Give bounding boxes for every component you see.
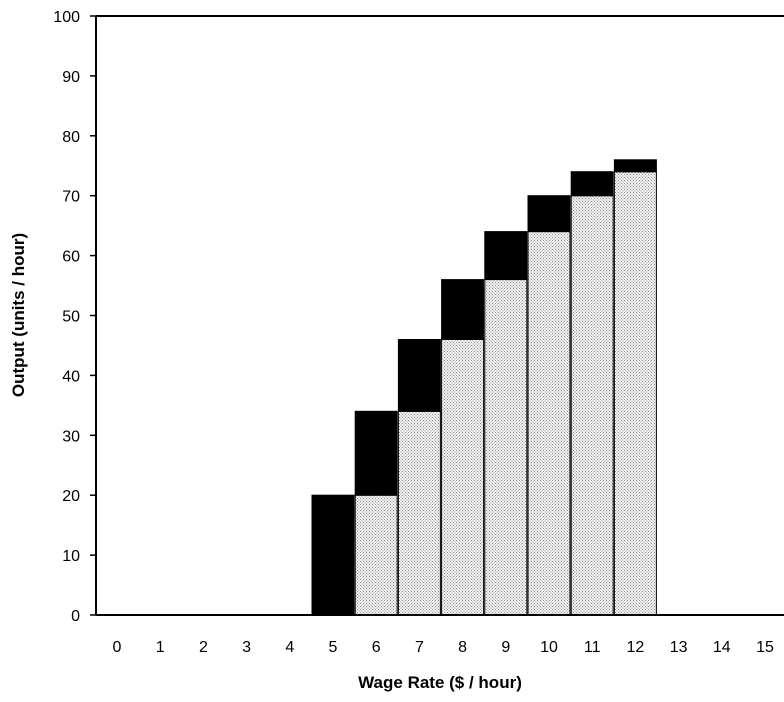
y-tick-label: 0 xyxy=(71,608,80,625)
x-tick-label: 2 xyxy=(199,639,208,656)
x-tick-label: 0 xyxy=(113,639,122,656)
y-tick-label: 10 xyxy=(62,548,80,565)
bar-segment-dark-7 xyxy=(397,339,441,412)
bar-segment-light-7 xyxy=(397,410,441,616)
x-tick-label: 3 xyxy=(242,639,251,656)
x-tick-label: 1 xyxy=(156,639,165,656)
y-tick-label: 80 xyxy=(62,129,80,146)
bar-segment-dark-10 xyxy=(527,195,571,233)
x-tick-label: 4 xyxy=(285,639,294,656)
bar-segment-dark-12 xyxy=(613,159,657,173)
bar-segment-light-11 xyxy=(570,195,614,616)
bar-segment-light-9 xyxy=(484,279,528,616)
x-tick-label: 7 xyxy=(415,639,424,656)
bar-segment-light-12 xyxy=(613,171,657,616)
x-axis-title: Wage Rate ($ / hour) xyxy=(358,673,522,692)
x-tick-label: 6 xyxy=(372,639,381,656)
y-tick-label: 70 xyxy=(62,189,80,206)
x-tick-label: 11 xyxy=(584,639,601,656)
x-tick-label: 13 xyxy=(670,639,688,656)
x-tick-label: 9 xyxy=(501,639,510,656)
bar-segment-light-6 xyxy=(354,494,398,616)
bar-segment-dark-5 xyxy=(311,494,355,616)
y-tick-label: 50 xyxy=(62,309,80,326)
bar-segment-light-10 xyxy=(527,231,571,616)
y-tick-label: 20 xyxy=(62,488,80,505)
y-tick-label: 40 xyxy=(62,368,80,385)
y-tick-label: 30 xyxy=(62,428,80,445)
bar-segment-dark-6 xyxy=(354,410,398,496)
x-tick-label: 8 xyxy=(458,639,467,656)
bar-segment-dark-11 xyxy=(570,171,614,197)
y-ticks-group: 0 10 20 30 40 50 60 70 80 90 100 xyxy=(53,9,96,625)
x-tick-label: 10 xyxy=(540,639,558,656)
bar-segment-light-8 xyxy=(441,339,485,616)
y-axis-title: Output (units / hour) xyxy=(9,233,28,397)
y-tick-label: 100 xyxy=(53,9,80,26)
x-tick-label: 12 xyxy=(627,639,645,656)
y-tick-label: 90 xyxy=(62,69,80,86)
bar-segment-dark-8 xyxy=(441,279,485,341)
x-tick-label: 14 xyxy=(713,639,731,656)
bar-segment-dark-9 xyxy=(484,231,528,281)
y-tick-label: 60 xyxy=(62,249,80,266)
x-tick-label: 15 xyxy=(756,639,774,656)
bars-group xyxy=(311,159,657,616)
x-ticks-group: 0 1 2 3 4 5 6 7 8 9 10 11 12 13 14 15 xyxy=(113,639,774,656)
x-tick-label: 5 xyxy=(329,639,338,656)
